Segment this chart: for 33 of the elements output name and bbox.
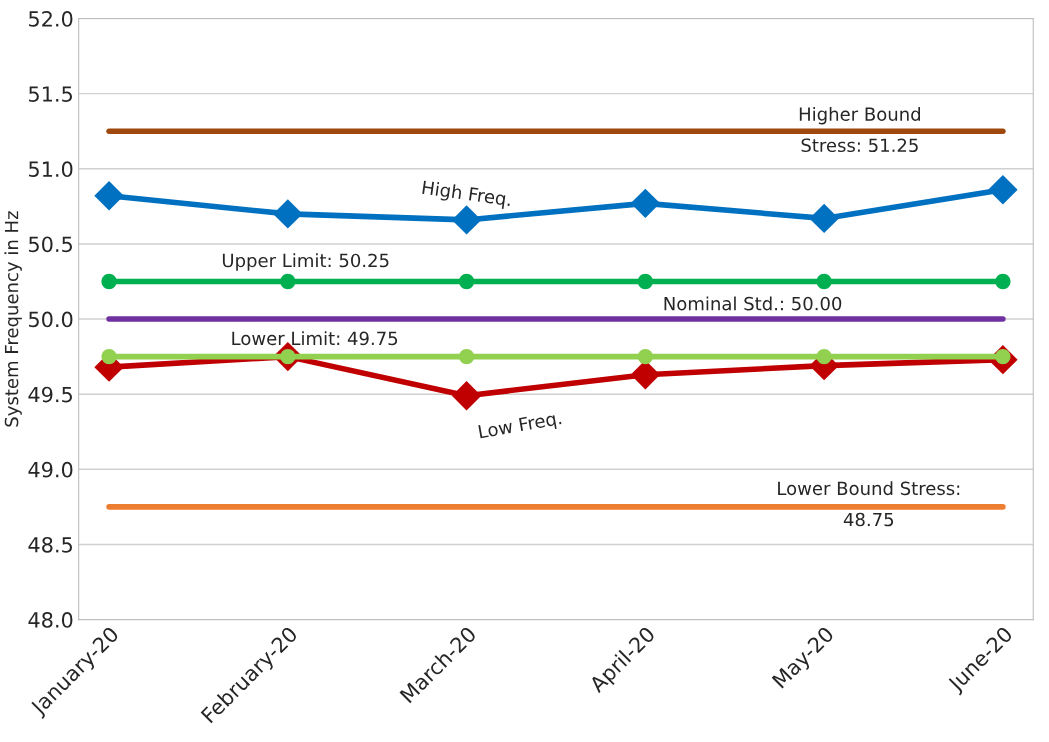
point xyxy=(988,175,1018,205)
y-tick-label: 51.5 xyxy=(29,86,72,102)
y-tick-label: 51.0 xyxy=(29,161,73,178)
point xyxy=(995,273,1011,290)
y-tick-label: 48.0 xyxy=(28,612,73,628)
point xyxy=(94,181,124,211)
point xyxy=(458,273,475,290)
text: Low Freq. xyxy=(478,411,563,442)
point xyxy=(630,188,661,219)
point xyxy=(101,348,117,365)
series-label: Lower Limit: 49.75 xyxy=(232,331,398,346)
series-label: Upper Limit: 50.25 xyxy=(222,253,389,271)
y-tick-label: 49.5 xyxy=(28,386,72,403)
y-axis-title: System Frequency in Hz xyxy=(4,211,22,427)
point xyxy=(273,199,303,229)
point xyxy=(816,348,832,365)
point xyxy=(809,203,839,234)
point xyxy=(101,273,117,290)
series-label: Nominal Std.: 50.00 xyxy=(664,296,842,311)
point xyxy=(816,273,832,290)
point xyxy=(451,380,482,411)
y-tick-label: 52.0 xyxy=(29,11,73,27)
y-tick-label: 50.5 xyxy=(29,236,72,253)
series-label: Lower Bound Stress: 48.75 xyxy=(778,481,960,527)
point xyxy=(637,273,653,290)
y-tick-label: 49.0 xyxy=(28,461,73,478)
y-tick-label: 50.0 xyxy=(29,311,73,328)
point xyxy=(637,348,653,365)
series-label: Higher Bound Stress: 51.25 xyxy=(799,106,920,153)
y-tick-label: 48.5 xyxy=(28,536,72,553)
point xyxy=(458,348,475,365)
text: High Freq. xyxy=(421,180,512,210)
point xyxy=(280,273,296,290)
